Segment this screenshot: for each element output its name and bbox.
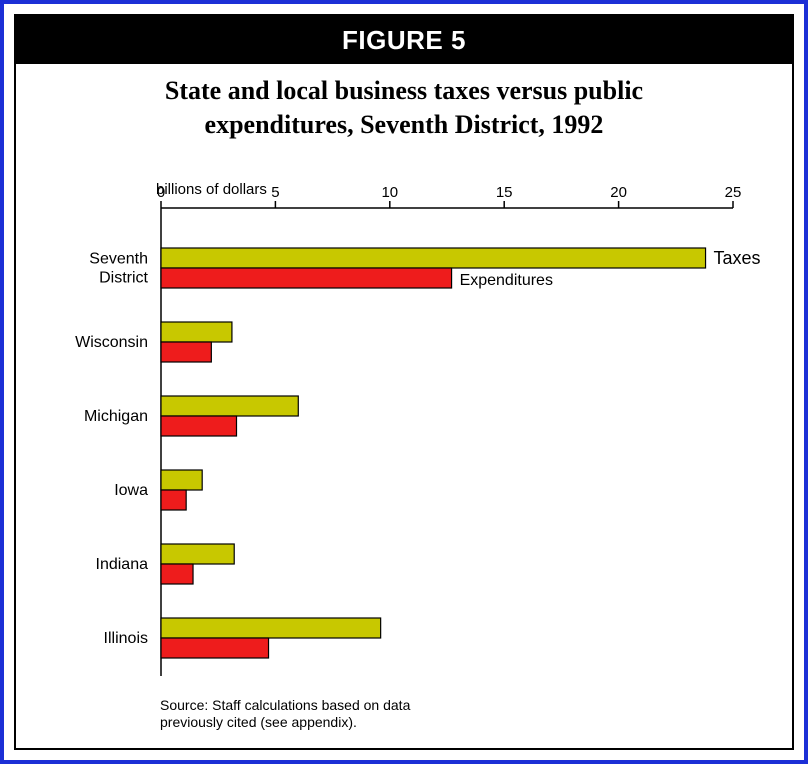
source-line-1: Source: Staff calculations based on data <box>160 697 411 713</box>
x-axis-label: billions of dollars <box>156 181 267 198</box>
x-tick-label: 25 <box>725 184 742 201</box>
category-label: District <box>99 270 148 287</box>
source-note: Source: Staff calculations based on data… <box>160 697 580 731</box>
expenditures-bar <box>160 341 212 363</box>
figure-header-bar: FIGURE 5 <box>16 16 792 64</box>
taxes-bar <box>160 543 235 565</box>
x-tick-label: 10 <box>381 184 398 201</box>
category-label: Indiana <box>96 556 149 573</box>
expenditures-bar <box>160 563 194 585</box>
category-label: Seventh <box>89 251 148 268</box>
figure-label: FIGURE 5 <box>342 24 466 55</box>
chart-title: State and local business taxes versus pu… <box>16 74 792 142</box>
figure-panel: FIGURE 5 State and local business taxes … <box>14 14 794 750</box>
chart-title-line-2: expenditures, Seventh District, 1992 <box>204 110 604 139</box>
expenditures-bar <box>160 489 187 511</box>
legend-expenditures-label: Expenditures <box>460 272 553 289</box>
source-line-2: previously cited (see appendix). <box>160 714 357 730</box>
taxes-bar <box>160 395 299 417</box>
legend-taxes-label: Taxes <box>714 248 761 268</box>
category-label: Illinois <box>104 630 148 647</box>
expenditures-bar <box>160 267 453 289</box>
category-label: Iowa <box>114 482 148 499</box>
taxes-bar <box>160 247 707 269</box>
chart-title-line-1: State and local business taxes versus pu… <box>164 76 644 105</box>
x-tick-label: 15 <box>496 184 513 201</box>
taxes-bar <box>160 617 382 639</box>
expenditures-bar <box>160 637 270 659</box>
x-tick-label: 20 <box>610 184 627 201</box>
taxes-bar <box>160 469 203 491</box>
category-label: Michigan <box>84 408 148 425</box>
taxes-bar <box>160 321 233 343</box>
expenditures-bar <box>160 415 238 437</box>
x-tick-label: 5 <box>271 184 279 201</box>
x-tick-label: 0 <box>157 184 165 201</box>
category-label: Wisconsin <box>75 334 148 351</box>
